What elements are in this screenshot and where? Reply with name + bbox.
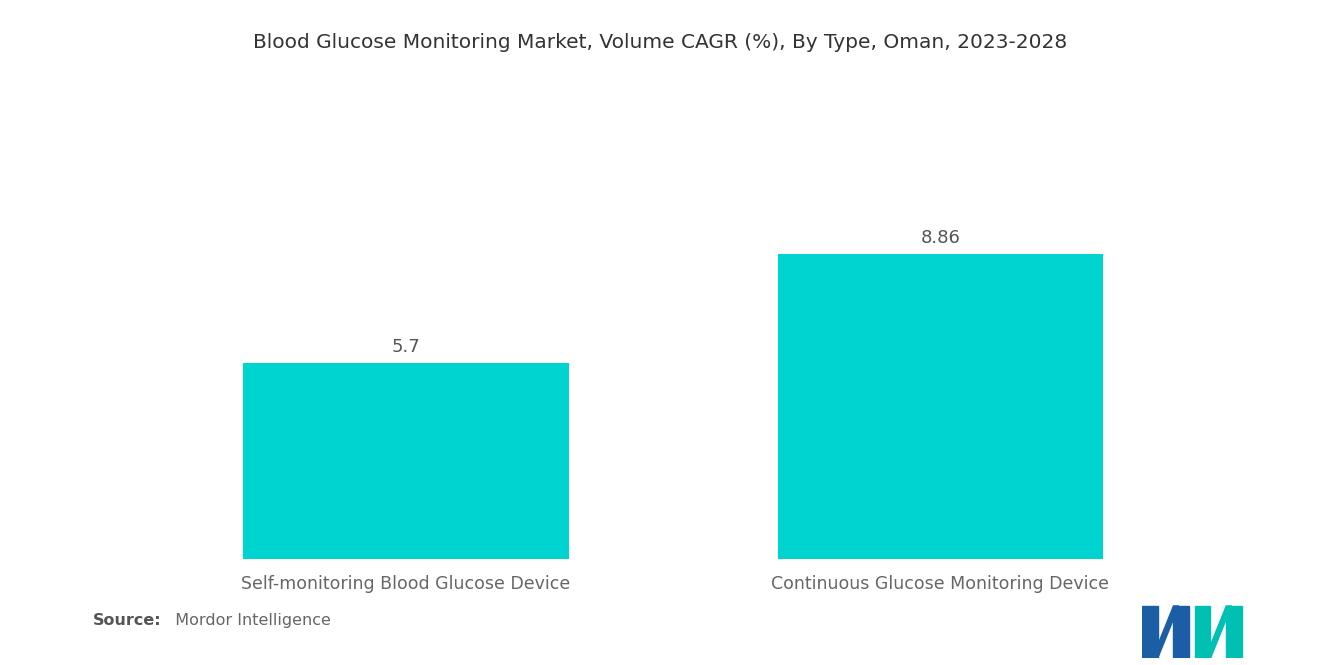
Text: Blood Glucose Monitoring Market, Volume CAGR (%), By Type, Oman, 2023-2028: Blood Glucose Monitoring Market, Volume … [253,33,1067,53]
Bar [777,254,1104,559]
Text: 5.7: 5.7 [392,338,420,356]
Polygon shape [1226,606,1242,658]
Text: Source:: Source: [92,613,161,628]
Polygon shape [1173,606,1189,658]
Text: 8.86: 8.86 [920,229,961,247]
Polygon shape [1195,606,1210,658]
Polygon shape [1152,606,1179,658]
Polygon shape [1205,606,1232,658]
Text: Mordor Intelligence: Mordor Intelligence [165,613,331,628]
Polygon shape [1142,606,1158,658]
Bar [243,363,569,559]
